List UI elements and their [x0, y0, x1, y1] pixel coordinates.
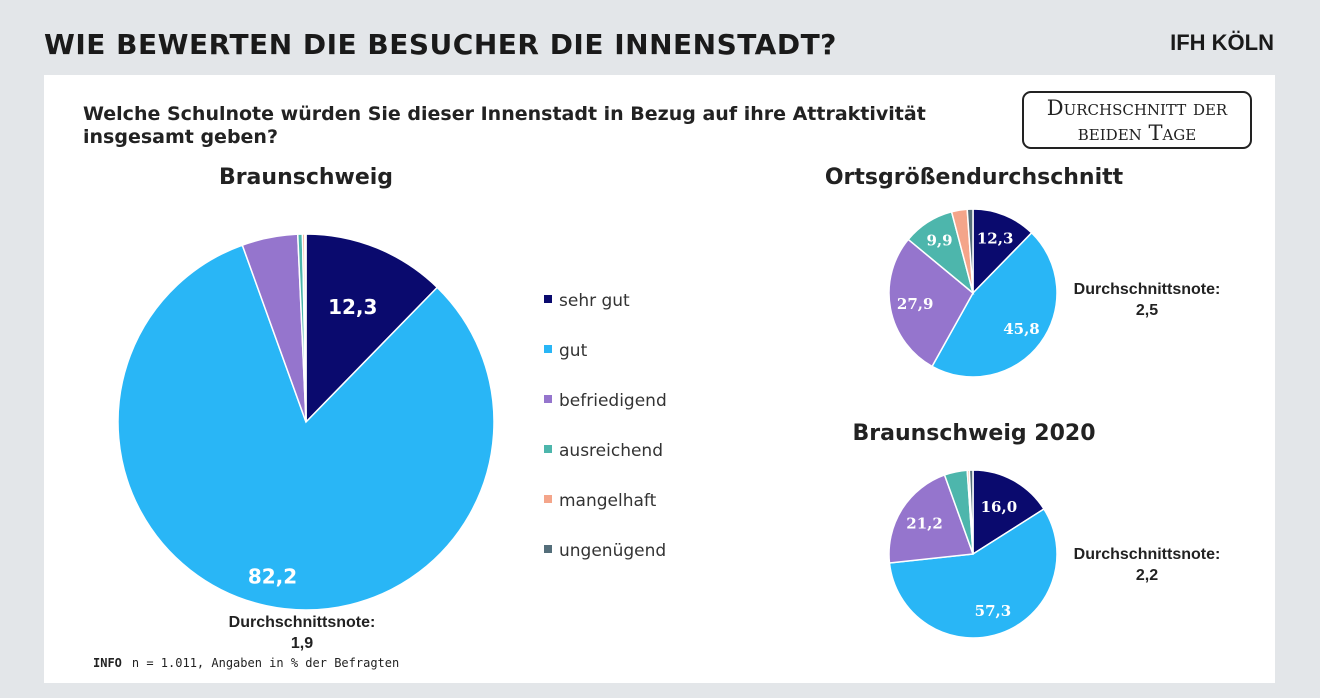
data-label-befriedigend: 27,9	[897, 295, 934, 313]
average-label: Durchschnittsnote:	[228, 614, 376, 631]
pie-slice-sehr-gut	[972, 469, 1045, 556]
average-badge: Durchschnitt der beiden Tage	[1022, 91, 1252, 149]
brand-logo: IFH KÖLN	[1170, 30, 1274, 55]
info-text: n = 1.011, Angaben in % der Befragten	[131, 656, 400, 670]
legend-label: gut	[559, 341, 588, 361]
question-text: Welche Schulnote würden Sie dieser Innen…	[83, 103, 926, 148]
pie-slice-ungenuegend	[966, 208, 974, 294]
legend-label: ausreichend	[559, 441, 663, 461]
info-footnote: INFO n = 1.011, Angaben in % der Befragte…	[93, 656, 399, 670]
legend-item-sehr-gut: sehr gut	[544, 291, 630, 311]
data-label-ausreichend: 9,9	[926, 232, 952, 250]
legend-label: mangelhaft	[559, 491, 657, 511]
data-label-gut: 57,3	[975, 602, 1012, 620]
legend-label: sehr gut	[559, 291, 630, 311]
pie-slice-sehr-gut	[305, 233, 439, 424]
legend-item-mangelhaft: mangelhaft	[544, 491, 656, 511]
chart-title-ortsgroessen: Ortsgrößendurchschnitt	[824, 165, 1124, 190]
legend-label: ungenügend	[559, 541, 667, 561]
pie-slice-sehr-gut	[972, 208, 1033, 295]
data-label-gut: 82,2	[248, 564, 297, 588]
average-value: 1,9	[290, 635, 314, 652]
average-braunschweig: Durchschnittsnote: 1,9	[229, 612, 376, 654]
legend-swatch	[544, 295, 552, 303]
data-label-sehr-gut: 12,3	[328, 295, 377, 319]
pie-chart-braunschweig: 12,3 82,2	[117, 233, 495, 611]
chart-panel: Welche Schulnote würden Sie dieser Innen…	[44, 75, 1275, 683]
average-value: 2,2	[1135, 567, 1159, 584]
legend-swatch	[544, 495, 552, 503]
legend-label: befriedigend	[559, 391, 667, 411]
chart-title-braunschweig: Braunschweig	[218, 165, 394, 190]
pie-chart-ortsgroessen: 12,3 45,8 27,9 9,9	[888, 208, 1058, 378]
chart-title-braunschweig-2020: Braunschweig 2020	[852, 421, 1096, 446]
pie-chart-braunschweig-2020: 16,0 57,3 21,2	[888, 469, 1058, 639]
pie-slice-gut	[888, 507, 1058, 639]
legend-swatch	[544, 545, 552, 553]
data-label-befriedigend: 21,2	[906, 515, 943, 533]
pie-slice-gut	[931, 231, 1058, 378]
legend-swatch	[544, 445, 552, 453]
data-label-gut: 45,8	[1003, 320, 1040, 338]
legend-swatch	[544, 345, 552, 353]
average-label: Durchschnittsnote:	[1073, 546, 1221, 563]
data-label-sehr-gut: 16,0	[981, 498, 1018, 516]
legend-item-ungenuegend: ungenügend	[544, 541, 666, 561]
average-value: 2,5	[1135, 302, 1159, 319]
pie-slice-ungenuegend	[304, 233, 307, 423]
pie-slice-gut	[117, 244, 495, 611]
legend-item-ausreichend: ausreichend	[544, 441, 663, 461]
legend-item-gut: gut	[544, 341, 587, 361]
average-braunschweig-2020: Durchschnittsnote: 2,2	[1074, 544, 1221, 586]
page-title: WIE BEWERTEN DIE BESUCHER DIE INNENSTADT…	[44, 28, 837, 61]
info-label: INFO	[93, 656, 122, 670]
legend-item-befriedigend: befriedigend	[544, 391, 667, 411]
pie-slice-befriedigend	[888, 238, 974, 368]
legend-swatch	[544, 395, 552, 403]
pie-slice-ungenuegend	[968, 469, 974, 555]
data-label-sehr-gut: 12,3	[977, 230, 1014, 248]
average-label: Durchschnittsnote:	[1073, 281, 1221, 298]
average-ortsgroessen: Durchschnittsnote: 2,5	[1074, 279, 1221, 321]
